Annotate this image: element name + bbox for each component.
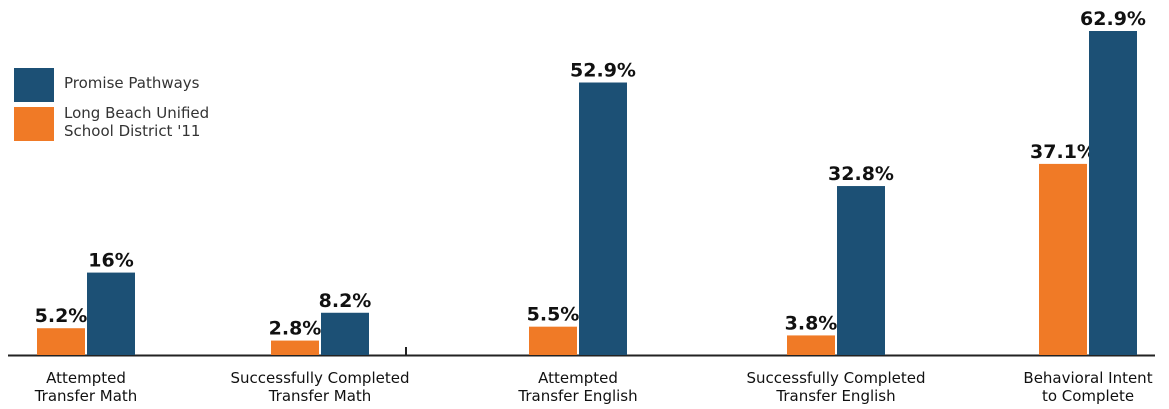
data-label-promise-pathways-0: 16% [88,250,133,272]
data-label-promise-pathways-1: 8.2% [319,290,372,312]
data-label-promise-pathways-4: 62.9% [1080,8,1146,30]
bar-lbusd-2 [529,326,577,355]
category-label-2: Attempted Transfer English [517,369,637,405]
legend-item-promise-pathways: Promise Pathways [14,68,274,102]
bar-lbusd-3 [787,335,835,355]
bar-promise-pathways-3 [837,186,885,355]
data-label-promise-pathways-3: 32.8% [828,163,894,185]
category-label-4: Behavioral Intent to Complete [1023,369,1152,405]
bar-promise-pathways-0 [87,272,135,355]
data-label-lbusd-4: 37.1% [1030,141,1096,163]
chart-legend: Promise Pathways Long Beach Unified Scho… [14,68,274,141]
legend-swatch-promise-pathways [14,68,54,102]
bar-lbusd-4 [1039,163,1087,355]
bar-lbusd-1 [271,340,319,355]
legend-label-lbusd: Long Beach Unified School District '11 [64,104,210,140]
data-label-promise-pathways-2: 52.9% [570,60,636,82]
bar-promise-pathways-2 [579,82,627,356]
legend-label-promise-pathways: Promise Pathways [64,74,200,92]
legend-swatch-lbusd [14,107,54,141]
bar-lbusd-0 [37,328,85,355]
data-label-lbusd-3: 3.8% [785,312,838,334]
data-label-lbusd-0: 5.2% [35,305,88,327]
data-label-lbusd-2: 5.5% [527,304,580,326]
data-label-lbusd-1: 2.8% [269,318,322,340]
category-label-0: Attempted Transfer Math [34,369,138,405]
category-label-3: Successfully Completed Transfer English [747,369,926,405]
bar-promise-pathways-4 [1089,31,1137,355]
bar-promise-pathways-1 [321,312,369,355]
legend-item-lbusd: Long Beach Unified School District '11 [14,104,274,141]
category-label-1: Successfully Completed Transfer Math [231,369,410,405]
